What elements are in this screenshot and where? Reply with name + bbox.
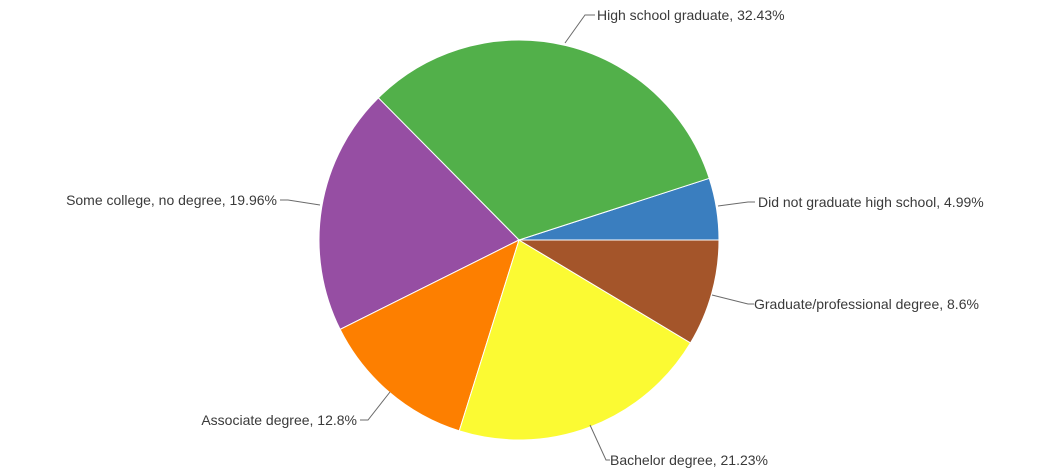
leader-line <box>711 294 754 305</box>
leader-line <box>564 14 595 44</box>
pie-slice-bachelor-degree <box>458 239 692 441</box>
leader-line <box>280 199 321 206</box>
pie-slice-some-college-no-degree <box>318 97 520 331</box>
pie-slices <box>318 39 720 441</box>
slice-label: High school graduate, 32.43% <box>597 7 785 23</box>
slice-label: Bachelor degree, 21.23% <box>610 452 768 468</box>
leader-lines <box>280 14 755 461</box>
slice-label: Did not graduate high school, 4.99% <box>758 194 984 210</box>
slice-label: Some college, no degree, 19.96% <box>66 192 277 208</box>
slice-label: Associate degree, 12.8% <box>201 412 357 428</box>
leader-line <box>717 201 755 207</box>
pie-slice-high-school-graduate <box>377 39 710 241</box>
leader-line <box>360 391 391 421</box>
slice-label: Graduate/professional degree, 8.6% <box>754 296 979 312</box>
leader-line <box>589 424 610 461</box>
pie-slice-graduate-professional-degree <box>517 239 720 344</box>
slice-labels: Did not graduate high school, 4.99% High … <box>66 7 984 468</box>
